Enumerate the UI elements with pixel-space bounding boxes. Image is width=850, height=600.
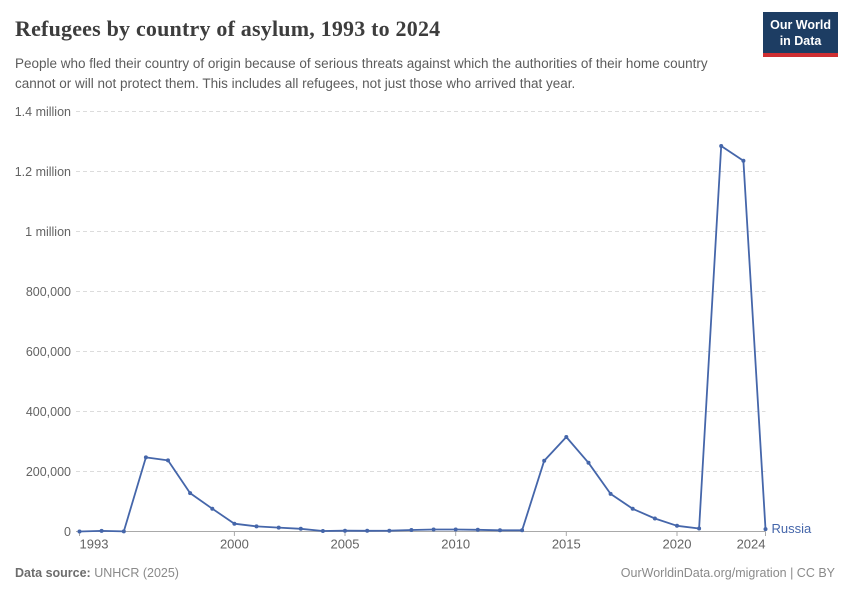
data-point[interactable] xyxy=(143,455,148,460)
data-point[interactable] xyxy=(608,491,613,496)
x-axis-tick-label: 2000 xyxy=(220,537,249,552)
data-point[interactable] xyxy=(365,528,370,533)
data-point[interactable] xyxy=(719,144,724,148)
data-point[interactable] xyxy=(166,458,170,463)
y-axis-tick-label: 800,000 xyxy=(26,285,71,299)
owid-logo[interactable]: Our World in Data xyxy=(763,12,838,57)
x-axis-tick-label: 2005 xyxy=(331,537,360,552)
data-point[interactable] xyxy=(520,528,525,533)
data-point[interactable] xyxy=(343,528,347,533)
data-point[interactable] xyxy=(586,460,591,465)
x-axis-tick-label: 1993 xyxy=(80,537,109,552)
data-point[interactable] xyxy=(188,491,193,496)
page-title: Refugees by country of asylum, 1993 to 2… xyxy=(15,16,441,41)
y-axis-tick-label: 400,000 xyxy=(26,405,71,419)
data-point[interactable] xyxy=(542,458,547,463)
y-axis-tick-label: 200,000 xyxy=(26,465,71,479)
data-source: Data source: UNHCR (2025) xyxy=(15,566,179,580)
data-point[interactable] xyxy=(564,435,569,439)
data-point[interactable] xyxy=(276,525,281,530)
data-point[interactable] xyxy=(320,529,325,533)
data-point[interactable] xyxy=(453,527,458,532)
data-point[interactable] xyxy=(99,528,104,533)
line-russia[interactable] xyxy=(78,145,767,533)
x-axis-tick-label: 2024 xyxy=(737,537,766,552)
data-point[interactable] xyxy=(387,528,392,533)
y-axis-tick-label: 0 xyxy=(64,525,71,539)
y-axis-tick-label: 1 million xyxy=(25,225,71,239)
x-axis-tick-label: 2015 xyxy=(552,537,581,552)
owid-logo-line1: Our World xyxy=(770,18,831,32)
data-point[interactable] xyxy=(675,523,679,528)
data-source-label: Data source: xyxy=(15,566,91,580)
data-point[interactable] xyxy=(298,526,303,531)
data-point[interactable] xyxy=(763,527,768,532)
data-point[interactable] xyxy=(475,527,480,532)
y-axis-tick-label: 1.2 million xyxy=(15,165,71,179)
data-source-value: UNHCR (2025) xyxy=(94,566,179,580)
data-point[interactable] xyxy=(498,528,502,533)
series-label-russia[interactable]: Russia xyxy=(772,521,813,536)
x-axis-tick-label: 2020 xyxy=(663,537,692,552)
x-axis-tick-label: 2010 xyxy=(441,537,470,552)
chart-subtitle: People who fled their country of origin … xyxy=(15,56,708,91)
data-point[interactable] xyxy=(121,529,126,534)
y-axis-tick-label: 600,000 xyxy=(26,345,71,359)
data-point[interactable] xyxy=(77,529,82,534)
y-axis-tick-label: 1.4 million xyxy=(15,105,71,119)
data-point[interactable] xyxy=(630,506,635,511)
data-point[interactable] xyxy=(431,527,436,532)
data-point[interactable] xyxy=(254,524,259,529)
owid-logo-line2: in Data xyxy=(779,34,822,48)
data-point[interactable] xyxy=(232,521,237,526)
data-point[interactable] xyxy=(409,528,414,532)
data-point[interactable] xyxy=(697,526,702,531)
data-point[interactable] xyxy=(652,516,657,521)
data-point[interactable] xyxy=(741,158,746,163)
attribution-link[interactable]: OurWorldinData.org/migration | CC BY xyxy=(620,566,835,580)
chart-footer: Data source: UNHCR (2025) OurWorldinData… xyxy=(15,566,835,580)
data-point[interactable] xyxy=(210,506,215,511)
